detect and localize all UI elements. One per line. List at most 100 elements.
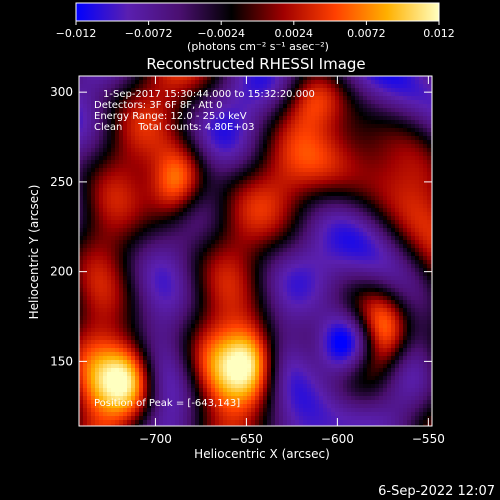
heatmap-cell: [347, 272, 351, 276]
heatmap-cell: [195, 196, 199, 200]
heatmap-cell: [95, 196, 99, 200]
heatmap-cell: [335, 108, 339, 112]
heatmap-cell: [211, 180, 215, 184]
heatmap-cell: [107, 292, 111, 296]
heatmap-cell: [143, 152, 147, 156]
heatmap-cell: [255, 208, 259, 212]
heatmap-cell: [287, 272, 291, 276]
heatmap-cell: [415, 184, 419, 188]
heatmap-cell: [315, 272, 319, 276]
heatmap-cell: [243, 124, 247, 128]
heatmap-cell: [187, 232, 191, 236]
heatmap-cell: [371, 256, 375, 260]
heatmap-cell: [263, 212, 267, 216]
heatmap-cell: [339, 220, 343, 224]
heatmap-cell: [427, 172, 431, 176]
heatmap-cell: [163, 244, 167, 248]
heatmap-cell: [291, 240, 295, 244]
heatmap-cell: [203, 180, 207, 184]
heatmap-cell: [259, 232, 263, 236]
heatmap-cell: [379, 112, 383, 116]
heatmap-cell: [407, 292, 411, 296]
heatmap-cell: [211, 204, 215, 208]
heatmap-cell: [323, 224, 327, 228]
heatmap-cell: [287, 112, 291, 116]
heatmap-cell: [207, 100, 211, 104]
heatmap-cell: [203, 248, 207, 252]
heatmap-cell: [339, 212, 343, 216]
heatmap-cell: [395, 136, 399, 140]
heatmap-cell: [347, 232, 351, 236]
heatmap-cell: [239, 100, 243, 104]
heatmap-cell: [287, 228, 291, 232]
heatmap-cell: [231, 240, 235, 244]
heatmap-cell: [243, 136, 247, 140]
heatmap-cell: [315, 204, 319, 208]
heatmap-cell: [227, 128, 231, 132]
heatmap-cell: [363, 140, 367, 144]
heatmap-cell: [335, 208, 339, 212]
heatmap-cell: [219, 188, 223, 192]
heatmap-cell: [315, 292, 319, 296]
heatmap-cell: [235, 172, 239, 176]
heatmap-cell: [231, 188, 235, 192]
heatmap-cell: [343, 184, 347, 188]
heatmap-cell: [351, 152, 355, 156]
heatmap-cell: [231, 256, 235, 260]
heatmap-cell: [339, 140, 343, 144]
heatmap-cell: [267, 96, 271, 100]
heatmap-cell: [143, 76, 147, 80]
heatmap-cell: [223, 100, 227, 104]
heatmap-cell: [115, 128, 119, 132]
heatmap-cell: [395, 184, 399, 188]
heatmap-cell: [383, 80, 387, 84]
heatmap-cell: [259, 248, 263, 252]
heatmap-cell: [195, 76, 199, 80]
heatmap-cell: [107, 232, 111, 236]
heatmap-cell: [231, 156, 235, 160]
heatmap-cell: [343, 180, 347, 184]
heatmap-cell: [99, 156, 103, 160]
heatmap-cell: [171, 208, 175, 212]
heatmap-cell: [355, 284, 359, 288]
heatmap-cell: [327, 104, 331, 108]
heatmap-cell: [143, 280, 147, 284]
heatmap-cell: [87, 128, 91, 132]
heatmap-cell: [123, 212, 127, 216]
heatmap-cell: [95, 156, 99, 160]
heatmap-cell: [427, 176, 431, 180]
heatmap-cell: [235, 196, 239, 200]
heatmap-cell: [187, 168, 191, 172]
heatmap-cell: [275, 140, 279, 144]
heatmap-cell: [139, 164, 143, 168]
heatmap-cell: [151, 244, 155, 248]
heatmap-cell: [99, 260, 103, 264]
heatmap-cell: [187, 280, 191, 284]
heatmap-cell: [147, 216, 151, 220]
heatmap-cell: [179, 116, 183, 120]
heatmap-cell: [359, 188, 363, 192]
heatmap-cell: [219, 176, 223, 180]
heatmap-cell: [147, 116, 151, 120]
heatmap-cell: [155, 120, 159, 124]
heatmap-cell: [247, 120, 251, 124]
heatmap-cell: [351, 276, 355, 280]
heatmap-cell: [299, 164, 303, 168]
heatmap-cell: [103, 276, 107, 280]
heatmap-cell: [283, 88, 287, 92]
heatmap-cell: [379, 128, 383, 132]
heatmap-cell: [343, 104, 347, 108]
heatmap-cell: [79, 128, 83, 132]
heatmap-cell: [87, 204, 91, 208]
heatmap-cell: [191, 104, 195, 108]
heatmap-cell: [367, 236, 371, 240]
heatmap-cell: [79, 176, 83, 180]
heatmap-cell: [279, 100, 283, 104]
heatmap-cell: [107, 148, 111, 152]
heatmap-cell: [415, 156, 419, 160]
heatmap-cell: [131, 96, 135, 100]
heatmap-cell: [179, 228, 183, 232]
heatmap-cell: [239, 276, 243, 280]
heatmap-cell: [123, 140, 127, 144]
heatmap-cell: [335, 280, 339, 284]
